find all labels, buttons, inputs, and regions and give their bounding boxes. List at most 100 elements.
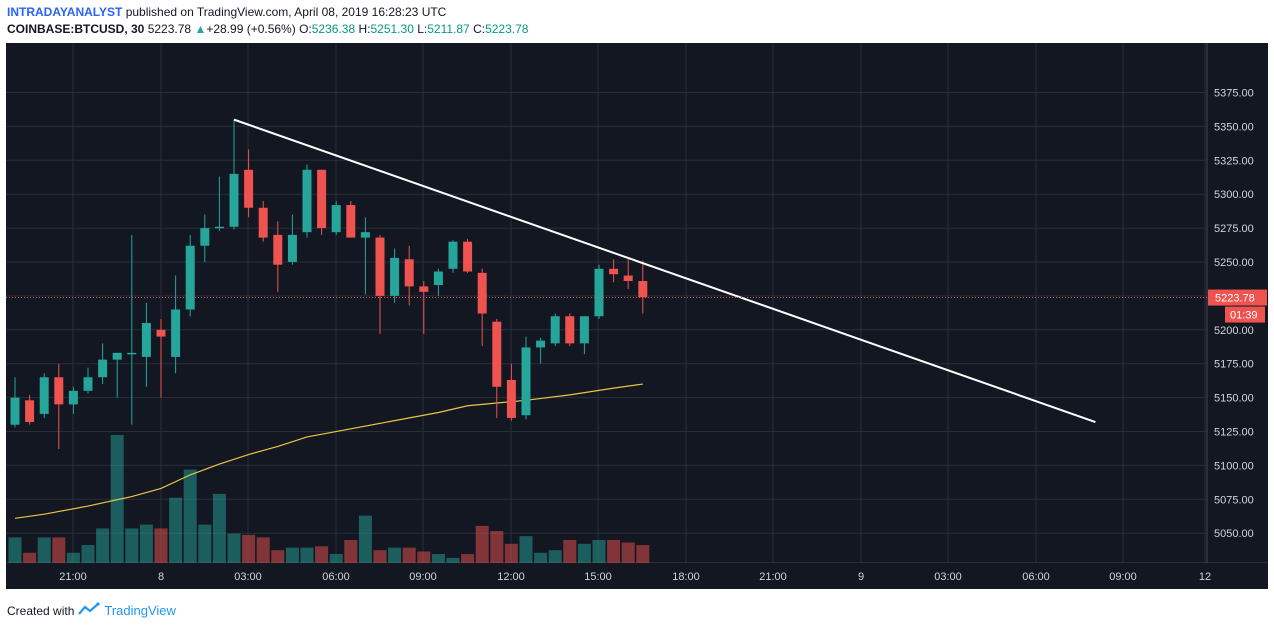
chart-header: INTRADAYANALYST published on TradingView… — [0, 0, 1274, 42]
candle-body — [477, 272, 487, 314]
author-name[interactable]: INTRADAYANALYST — [7, 5, 123, 19]
volume-bar — [388, 547, 402, 563]
candle-body — [579, 316, 589, 344]
volume-bar — [563, 539, 577, 563]
volume-bar — [461, 554, 475, 563]
candle-body — [258, 207, 268, 238]
x-tick-label: 06:00 — [322, 571, 350, 583]
volume-bar — [271, 550, 285, 563]
published-text: published on TradingView.com, April 08, … — [125, 5, 447, 19]
ohlc-line: COINBASE:BTCUSD, 30 5223.78 ▲+28.99 (+0.… — [7, 22, 528, 36]
created-with-label: Created with — [7, 603, 75, 618]
y-tick-label: 5325.00 — [1214, 155, 1254, 167]
candle-body — [521, 347, 531, 416]
x-tick-label: 21:00 — [759, 571, 787, 583]
countdown-tag — [1225, 306, 1265, 323]
candle-body — [375, 237, 385, 296]
volume-bar — [52, 537, 66, 563]
candle-body — [98, 359, 108, 378]
volume-bar — [8, 537, 22, 563]
volume-bar — [315, 546, 329, 563]
volume-bar — [125, 528, 139, 563]
candle-body — [68, 390, 78, 405]
volume-bar — [358, 515, 372, 563]
candle-body — [25, 400, 35, 423]
current-price-label: 5223.78 — [1215, 293, 1255, 305]
x-tick-label: 09:00 — [1109, 571, 1137, 583]
volume-bar — [242, 534, 256, 563]
low-label: L: — [417, 22, 428, 36]
volume-bar — [37, 537, 51, 563]
trend-line[interactable] — [233, 118, 1096, 423]
volume-bar — [285, 547, 299, 563]
candle-body — [10, 397, 20, 425]
candle-body — [638, 280, 648, 298]
y-tick-label: 5050.00 — [1214, 528, 1254, 540]
candle-body — [287, 234, 297, 262]
candle-body — [360, 232, 370, 238]
tradingview-logo-icon[interactable] — [78, 602, 100, 619]
candle-body — [594, 268, 604, 317]
last-price: 5223.78 — [147, 22, 192, 36]
x-tick-label: 03:00 — [934, 571, 962, 583]
candle-body — [506, 379, 516, 418]
volume-bar — [344, 539, 358, 563]
x-tick-label: 06:00 — [1022, 571, 1050, 583]
candle-body — [200, 228, 210, 246]
x-tick-label: 21:00 — [59, 571, 87, 583]
volume-bar — [169, 497, 183, 563]
volume-bar — [183, 469, 197, 563]
volume-bar — [519, 536, 533, 563]
volume-bar — [23, 552, 37, 563]
candle-body — [302, 169, 312, 233]
volume-bar — [534, 552, 548, 563]
tradingview-brand[interactable]: TradingView — [104, 603, 176, 618]
price-chart[interactable]: 5025.005050.005075.005100.005125.005150.… — [0, 43, 1274, 593]
footer: Created with TradingView — [7, 602, 176, 619]
y-tick-label: 5175.00 — [1214, 359, 1254, 371]
candle-body — [623, 275, 633, 281]
candle-body — [390, 257, 400, 296]
volume-bar — [504, 543, 518, 563]
up-arrow-icon: ▲ — [194, 22, 207, 36]
candle-body — [185, 245, 195, 310]
candle-body — [536, 340, 546, 348]
x-tick-label: 09:00 — [409, 571, 437, 583]
high-value: 5251.30 — [370, 22, 414, 36]
volume-bar — [329, 554, 343, 563]
candle-body — [229, 173, 239, 227]
x-tick-label: 9 — [858, 571, 864, 583]
x-tick-label: 15:00 — [584, 571, 612, 583]
y-tick-label: 5100.00 — [1214, 460, 1254, 472]
candle-body — [156, 329, 166, 337]
volume-bar — [475, 525, 489, 563]
close-label: C: — [473, 22, 486, 36]
time-axis-bg — [6, 563, 1268, 589]
x-tick-label: 03:00 — [234, 571, 262, 583]
open-label: O: — [299, 22, 312, 36]
plot-background — [6, 43, 1268, 563]
x-tick-label: 12 — [1199, 571, 1211, 583]
open-value: 5236.38 — [311, 22, 356, 36]
y-tick-label: 5150.00 — [1214, 393, 1254, 405]
candle-body — [83, 377, 93, 391]
symbol-label: COINBASE:BTCUSD, 30 — [7, 22, 145, 36]
candle-body — [346, 205, 356, 238]
x-tick-label: 18:00 — [672, 571, 700, 583]
candle-body — [171, 309, 181, 357]
candle-body — [244, 169, 254, 208]
y-tick-label: 5200.00 — [1214, 325, 1254, 337]
candle-body — [492, 321, 502, 387]
candle-body — [565, 316, 575, 344]
volume-bar — [431, 554, 445, 563]
volume-bar — [81, 545, 95, 563]
volume-bar — [636, 545, 650, 563]
candle-body — [317, 169, 327, 229]
countdown-label: 01:39 — [1230, 310, 1258, 322]
volume-bar — [490, 531, 504, 563]
volume-bar — [154, 528, 168, 563]
candle-body — [112, 352, 122, 360]
x-tick-label: 12:00 — [497, 571, 525, 583]
candle-body — [433, 271, 443, 286]
low-value: 5211.87 — [427, 22, 470, 36]
